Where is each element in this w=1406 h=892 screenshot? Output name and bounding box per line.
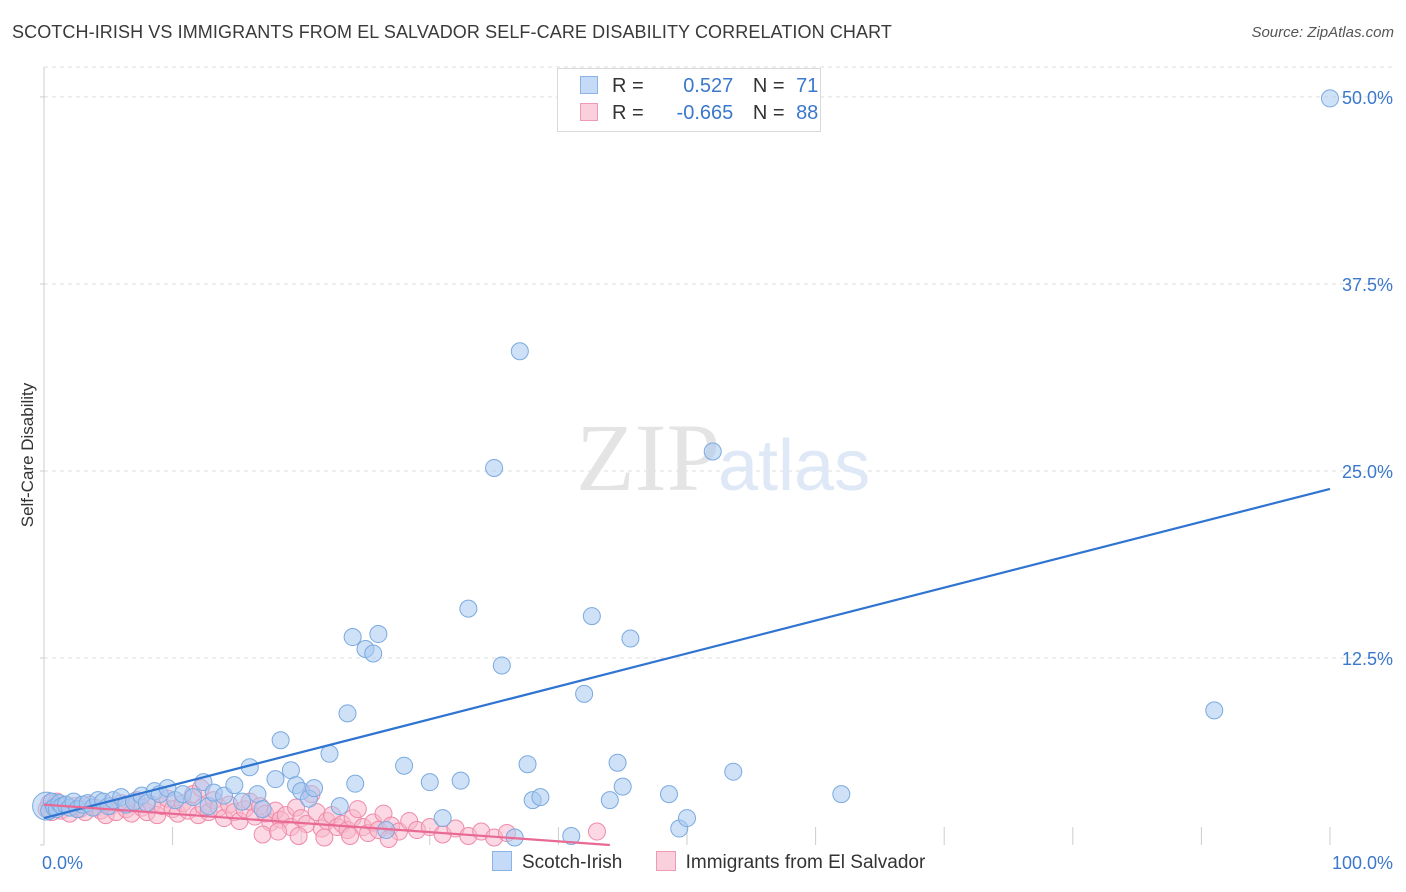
trend-lines — [43, 487, 1331, 847]
data-point-scotch-irish — [266, 770, 285, 789]
data-point-scotch-irish — [248, 785, 267, 804]
data-point-el-salvador — [348, 800, 367, 819]
data-point-scotch-irish — [531, 788, 550, 807]
data-point-scotch-irish — [510, 342, 529, 361]
legend-r-label: R = — [612, 75, 644, 97]
data-point-scotch-irish — [1321, 89, 1339, 108]
legend-n-label: N = — [752, 75, 785, 97]
watermark-atlas: atlas — [718, 426, 870, 506]
series-legend-scotch-irish[interactable]: Scotch-Irish — [492, 851, 622, 874]
series-legend: Scotch-Irish Immigrants from El Salvador — [492, 851, 953, 874]
x-tick-label: 0.0% — [42, 853, 83, 873]
series-legend-label: Scotch-Irish — [522, 852, 623, 873]
data-point-scotch-irish — [659, 785, 678, 804]
series-legend-swatch-blue — [492, 851, 512, 871]
data-point-scotch-irish — [703, 442, 722, 461]
data-point-el-salvador — [289, 827, 308, 846]
y-tick-label: 37.5% — [1342, 275, 1393, 295]
data-point-scotch-irish — [343, 628, 362, 647]
legend-r-value: -0.665 — [676, 102, 734, 124]
data-point-scotch-irish — [1205, 701, 1224, 720]
data-point-el-salvador — [269, 822, 288, 841]
data-point-scotch-irish — [253, 800, 272, 819]
data-point-el-salvador — [341, 827, 360, 846]
data-point-scotch-irish — [600, 791, 619, 810]
data-point-el-salvador — [315, 828, 334, 847]
legend-row-scotch-irish: R = 0.527 N = 71 — [580, 75, 818, 98]
series-legend-swatch-pink — [655, 851, 676, 871]
y-tick-label: 25.0% — [1342, 462, 1393, 482]
legend-n-value: 88 — [796, 102, 819, 124]
legend-n-label: N = — [752, 102, 785, 124]
source-credit: Source: ZipAtlas.com — [1251, 24, 1394, 41]
legend-r-value: 0.527 — [683, 75, 734, 97]
y-tick-label: 50.0% — [1342, 88, 1393, 108]
data-point-scotch-irish — [320, 744, 339, 763]
data-point-scotch-irish — [338, 704, 357, 723]
data-point-scotch-irish — [582, 607, 601, 626]
stats-legend: R = 0.527 N = 71 R = -0.665 N = 88 — [557, 68, 821, 132]
data-point-scotch-irish — [459, 599, 478, 618]
data-point-scotch-irish — [433, 809, 452, 828]
data-point-scotch-irish — [271, 731, 290, 750]
data-point-scotch-irish — [395, 756, 414, 775]
data-point-scotch-irish — [305, 779, 324, 798]
legend-row-el-salvador: R = -0.665 N = 88 — [580, 102, 818, 125]
series-legend-label: Immigrants from El Salvador — [685, 852, 926, 873]
data-point-scotch-irish — [364, 644, 383, 663]
data-point-scotch-irish — [233, 792, 252, 811]
data-point-scotch-irish — [575, 684, 594, 703]
gridlines — [44, 66, 1395, 659]
series-legend-el-salvador[interactable]: Immigrants from El Salvador — [655, 851, 926, 874]
data-point-scotch-irish — [281, 761, 300, 780]
y-axis-label: Self-Care Disability — [18, 382, 37, 528]
trend-line-scotch-irish — [43, 487, 1331, 820]
y-tick-label: 12.5% — [1342, 649, 1393, 669]
data-point-el-salvador — [253, 825, 272, 844]
data-point-scotch-irish — [369, 625, 388, 644]
data-point-scotch-irish — [492, 656, 511, 675]
x-tick-label: 100.0% — [1332, 853, 1393, 873]
legend-n-value: 71 — [796, 75, 819, 97]
data-point-scotch-irish — [678, 809, 696, 828]
data-point-scotch-irish — [330, 797, 349, 816]
legend-swatch-pink — [580, 103, 598, 121]
data-point-scotch-irish — [225, 776, 244, 795]
data-point-scotch-irish — [451, 771, 470, 790]
chart-title: SCOTCH-IRISH VS IMMIGRANTS FROM EL SALVA… — [12, 22, 892, 42]
data-point-scotch-irish — [485, 458, 504, 477]
data-point-scotch-irish — [420, 773, 439, 792]
data-point-scotch-irish — [184, 788, 203, 807]
data-point-el-salvador — [587, 822, 606, 841]
watermark-zip: ZIP — [576, 404, 720, 511]
series-scotch-irish-points — [32, 89, 1339, 847]
data-point-scotch-irish — [518, 755, 537, 774]
data-point-scotch-irish — [613, 777, 632, 796]
tick-labels: 12.5% 25.0% 37.5% 50.0% 0.0% 100.0% — [42, 88, 1393, 873]
data-point-scotch-irish — [608, 753, 627, 772]
legend-swatch-blue — [580, 76, 598, 94]
legend-r-label: R = — [612, 102, 644, 124]
trend-line-el-salvador — [43, 803, 610, 847]
data-point-scotch-irish — [621, 629, 640, 648]
data-point-scotch-irish — [724, 762, 743, 781]
data-point-scotch-irish — [832, 785, 851, 804]
data-point-scotch-irish — [346, 774, 365, 793]
data-point-scotch-irish — [562, 827, 581, 846]
